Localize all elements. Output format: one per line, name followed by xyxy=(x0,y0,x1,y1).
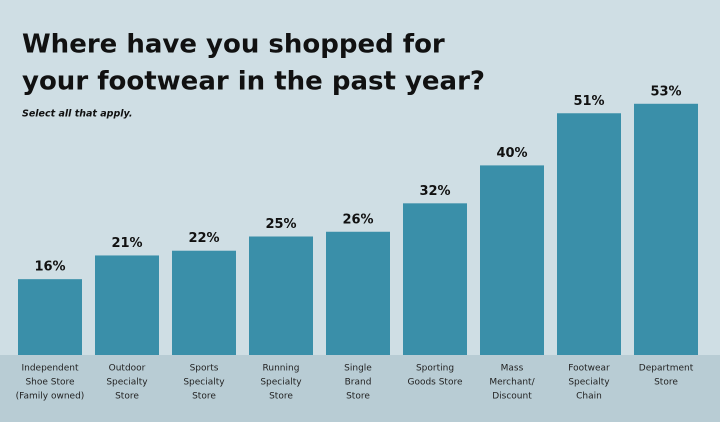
x-tick-label: Store xyxy=(192,392,216,402)
x-tick-label: Shoe Store xyxy=(25,378,75,388)
x-tick-label: Chain xyxy=(576,392,602,402)
x-tick-label: Brand xyxy=(345,378,372,388)
x-tick-label: Single xyxy=(344,364,372,374)
x-tick-label: Goods Store xyxy=(407,378,463,388)
data-label: 40% xyxy=(496,146,527,161)
x-tick-label: Store xyxy=(115,392,139,402)
bar xyxy=(249,236,313,355)
x-tick-label: Merchant/ xyxy=(489,378,535,388)
bar xyxy=(480,165,544,355)
x-tick-label: Sporting xyxy=(416,364,454,374)
x-tick-label: Outdoor xyxy=(109,364,146,374)
x-tick-label: Store xyxy=(346,392,370,402)
x-tick-label: (Family owned) xyxy=(16,392,85,402)
x-tick-label: Specialty xyxy=(260,378,302,388)
bar xyxy=(634,103,698,355)
x-tick-label: Sports xyxy=(190,364,219,374)
x-tick-label: Mass xyxy=(501,364,524,374)
x-tick-label: Department xyxy=(639,364,694,374)
x-tick-label: Specialty xyxy=(106,378,148,388)
x-tick-label: Footwear xyxy=(568,364,610,374)
x-tick-label: Independent xyxy=(21,364,79,374)
x-tick-label: Discount xyxy=(492,392,532,402)
x-tick-label: Running xyxy=(263,364,300,374)
x-tick-label: Specialty xyxy=(183,378,225,388)
data-label: 53% xyxy=(650,84,681,99)
data-label: 16% xyxy=(34,260,65,275)
chart-subtitle: Select all that apply. xyxy=(22,109,132,120)
x-tick-label: Specialty xyxy=(568,378,610,388)
label-band xyxy=(0,355,720,422)
data-label: 26% xyxy=(342,212,373,227)
data-label: 51% xyxy=(573,94,604,109)
data-label: 32% xyxy=(419,184,450,199)
x-tick-label: Store xyxy=(269,392,293,402)
bar xyxy=(403,203,467,355)
data-label: 21% xyxy=(111,236,142,251)
chart-title: Where have you shopped for xyxy=(22,30,445,60)
bar xyxy=(95,255,159,355)
bar xyxy=(326,231,390,355)
chart-title: your footwear in the past year? xyxy=(22,67,485,97)
data-label: 22% xyxy=(188,231,219,246)
data-label: 25% xyxy=(265,217,296,232)
bar xyxy=(172,250,236,355)
bar xyxy=(18,279,82,355)
x-tick-label: Store xyxy=(654,378,678,388)
bar xyxy=(557,113,621,355)
